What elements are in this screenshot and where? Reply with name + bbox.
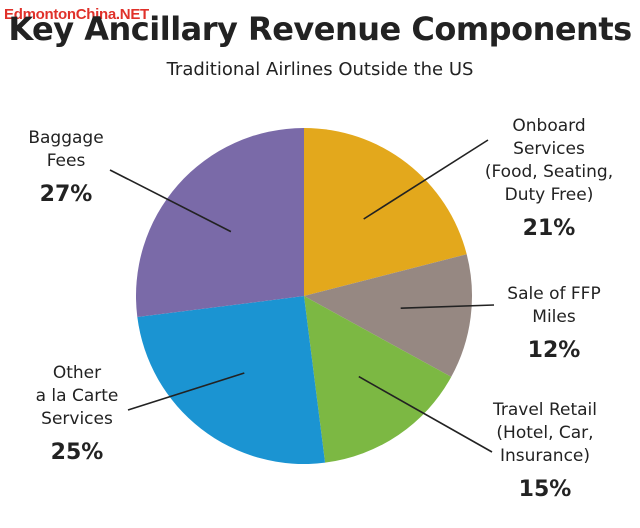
leader-line-travel — [358, 375, 493, 453]
label-line: Duty Free) — [504, 185, 594, 205]
slice-onboard — [304, 128, 467, 296]
slice-percent: 21% — [522, 216, 576, 241]
slice-travel — [304, 296, 452, 463]
watermark-logo: EdmontonChina.NET — [4, 6, 149, 23]
label-line: Fees — [46, 151, 86, 171]
slice-ffp — [304, 254, 472, 377]
label-line: Services — [41, 409, 113, 429]
label-other: Other a la Carte Services 25% — [22, 362, 132, 464]
label-line: Services — [513, 139, 585, 159]
label-line: a la Carte — [35, 386, 119, 406]
leader-line-baggage — [109, 169, 232, 233]
label-line: (Food, Seating, — [484, 162, 614, 182]
label-line: (Hotel, Car, — [496, 423, 594, 443]
label-travel: Travel Retail (Hotel, Car, Insurance) 15… — [480, 399, 610, 501]
chart-title: Key Ancillary Revenue Components — [8, 10, 632, 48]
slice-baggage — [135, 127, 304, 318]
label-line: Baggage — [28, 128, 104, 148]
label-baggage: Baggage Fees 27% — [16, 127, 116, 206]
leader-lines — [109, 139, 495, 453]
slice-percent: 15% — [518, 477, 572, 502]
pie-slices — [135, 127, 472, 465]
slice-percent: 27% — [39, 182, 93, 207]
label-line: Insurance) — [499, 446, 591, 466]
leader-line-other — [127, 372, 245, 411]
slice-percent: 25% — [50, 440, 104, 465]
slice-percent: 12% — [527, 338, 581, 363]
label-line: Onboard — [512, 116, 586, 136]
slice-other — [137, 296, 326, 465]
chart-subtitle: Traditional Airlines Outside the US — [166, 59, 474, 80]
label-onboard: Onboard Services (Food, Seating, Duty Fr… — [474, 115, 624, 240]
label-line: Miles — [532, 307, 576, 327]
leader-line-onboard — [363, 139, 489, 220]
label-line: Other — [52, 363, 102, 383]
label-line: Sale of FFP — [507, 284, 601, 304]
leader-line-ffp — [400, 304, 495, 309]
label-line: Travel Retail — [493, 400, 597, 420]
label-ffp: Sale of FFP Miles 12% — [494, 283, 614, 362]
